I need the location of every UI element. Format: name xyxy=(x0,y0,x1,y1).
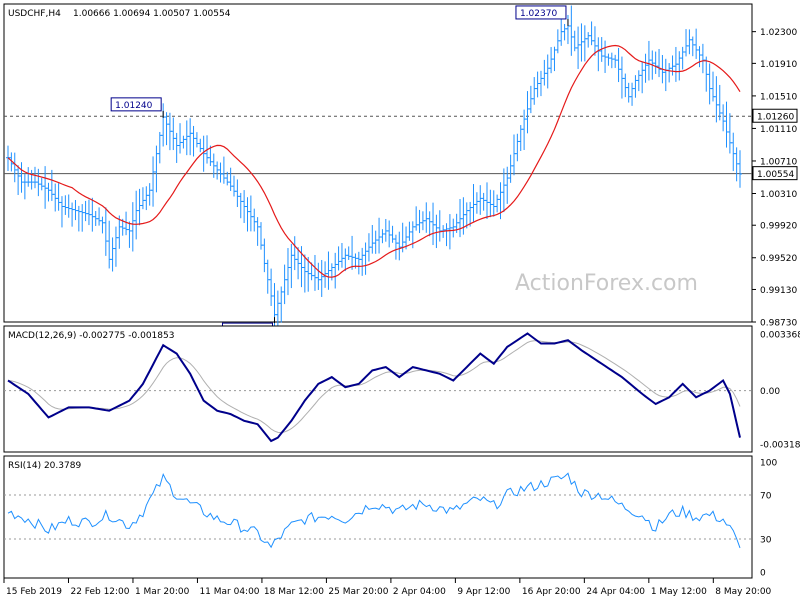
price-callout-label: 1.02370 xyxy=(520,9,557,19)
price-ohlc-readout: 1.00666 1.00694 1.00507 1.00554 xyxy=(73,9,231,19)
macd-y-tick-label: 0.003368 xyxy=(760,331,800,341)
moving-average-line xyxy=(7,44,741,278)
rsi-y-tick-label: 70 xyxy=(760,492,772,502)
price-y-tick-label: 0.99520 xyxy=(760,254,797,264)
macd-main-line xyxy=(7,332,741,443)
price-y-tick-label: 1.00710 xyxy=(760,157,797,167)
price-y-tick-label: 0.99130 xyxy=(760,286,797,296)
level-1-0126-label-box xyxy=(752,108,798,123)
rsi-y-tick-label: 100 xyxy=(760,459,777,469)
current-price-label-box xyxy=(752,166,798,181)
price-y-tick-label: 1.02300 xyxy=(760,28,797,38)
price-panel-frame xyxy=(3,3,753,323)
rsi-y-tick-label: 0 xyxy=(760,569,766,579)
price-callout-label: 1.01240 xyxy=(115,101,152,111)
time-tick-label: 8 May 20:00 xyxy=(715,587,771,597)
time-tick-label: 24 Apr 04:00 xyxy=(586,587,645,597)
price-panel: USDCHF,H4 1.00666 1.00694 1.00507 1.0055… xyxy=(3,3,798,337)
price-callout-box xyxy=(515,5,567,20)
time-tick-label: 15 Feb 2019 xyxy=(6,587,62,597)
macd-y-tick-label: 0.00 xyxy=(760,387,780,397)
rsi-panel: RSI(14) 20.3789 100 70 30 0 xyxy=(3,455,777,579)
watermark: ActionForex.com xyxy=(515,271,698,296)
price-callout-box xyxy=(110,97,162,112)
price-y-tick-label: 1.01510 xyxy=(760,92,797,102)
macd-panel: MACD(12,26,9) -0.002775 -0.001853 0.0033… xyxy=(3,325,800,453)
macd-y-tick-label: -0.003181 xyxy=(760,441,800,451)
price-y-tick-label: 1.00310 xyxy=(760,190,797,200)
macd-panel-frame xyxy=(3,325,753,453)
rsi-y-tick-label: 30 xyxy=(760,536,772,546)
level-1-0126-label: 1.01260 xyxy=(757,113,794,123)
time-tick-label: 1 Mar 20:00 xyxy=(135,587,190,597)
price-y-tick-label: 0.98730 xyxy=(760,319,797,329)
rsi-line xyxy=(7,472,741,549)
ohlc-bar xyxy=(738,150,742,188)
rsi-panel-frame xyxy=(3,455,753,579)
time-tick-label: 1 May 12:00 xyxy=(651,587,707,597)
price-y-tick-label: 1.01110 xyxy=(760,125,797,135)
time-tick-label: 9 Apr 12:00 xyxy=(457,587,510,597)
time-axis: 15 Feb 2019 22 Feb 12:00 1 Mar 20:00 11 Mar… xyxy=(3,578,772,597)
current-price-label: 1.00554 xyxy=(757,170,794,180)
macd-signal-line xyxy=(7,340,741,434)
time-tick-label: 18 Mar 12:00 xyxy=(264,587,324,597)
price-panel-title: USDCHF,H4 xyxy=(8,9,61,19)
time-tick-label: 2 Apr 04:00 xyxy=(393,587,446,597)
time-tick-label: 11 Mar 04:00 xyxy=(199,587,259,597)
time-tick-label: 25 Mar 20:00 xyxy=(328,587,388,597)
rsi-panel-title: RSI(14) 20.3789 xyxy=(8,461,81,471)
price-y-tick-label: 0.99920 xyxy=(760,222,797,232)
macd-panel-title: MACD(12,26,9) -0.002775 -0.001853 xyxy=(8,331,174,341)
time-tick-label: 22 Feb 12:00 xyxy=(70,587,129,597)
time-tick-label: 16 Apr 20:00 xyxy=(522,587,581,597)
price-y-tick-label: 1.01910 xyxy=(760,60,797,70)
